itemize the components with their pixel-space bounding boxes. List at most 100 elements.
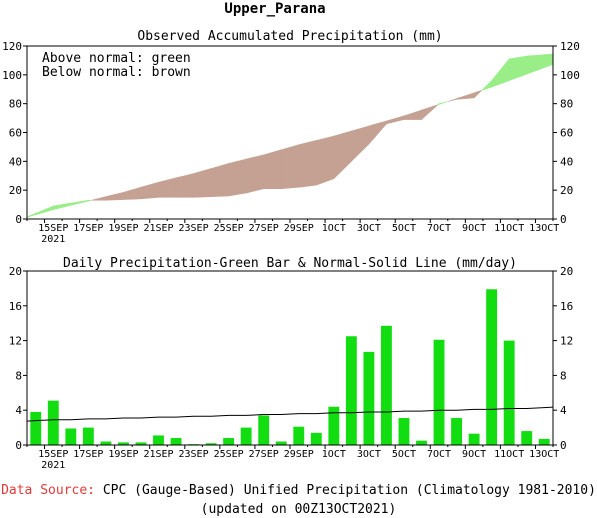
daily-precip-bar <box>363 351 375 445</box>
x-tick-label: 9OCT <box>462 223 486 234</box>
below-normal-area <box>456 92 475 100</box>
x-tick-label: 29SEP <box>284 449 314 460</box>
x-tick-label: 25SEP <box>214 449 244 460</box>
y-tick-label-left: 4 <box>15 404 22 417</box>
y-tick-label-right: 12 <box>560 335 573 348</box>
y-tick-label-right: 20 <box>560 265 573 278</box>
top-y-axis: 0 0 20 20 40 40 60 60 80 80 100 100 120 120 <box>2 40 580 226</box>
x-tick-label: 9OCT <box>462 449 486 460</box>
below-normal-area <box>158 177 177 198</box>
legend-below: Below normal: brown <box>42 65 191 80</box>
x-year-label: 2021 <box>41 460 65 471</box>
x-tick-label: 5OCT <box>392 449 416 460</box>
above-normal-area <box>26 212 37 218</box>
y-tick-label-left: 100 <box>2 69 22 82</box>
daily-precip-bar <box>521 431 533 445</box>
y-tick-label-left: 8 <box>15 369 22 382</box>
below-normal-area <box>140 181 159 200</box>
daily-precip-bar <box>328 406 340 445</box>
above-normal-area <box>481 79 492 91</box>
y-tick-label-left: 40 <box>9 155 22 168</box>
data-source-label: Data Source: <box>1 483 95 498</box>
y-tick-label-left: 20 <box>9 184 22 197</box>
y-tick-label-right: 20 <box>560 184 573 197</box>
below-normal-area <box>421 104 438 121</box>
bottom-y-axis: 0 0 4 4 8 8 12 12 16 16 20 20 <box>9 265 574 452</box>
x-tick-label: 3OCT <box>357 223 381 234</box>
x-tick-label: 27SEP <box>249 449 279 460</box>
below-normal-area <box>447 98 457 102</box>
below-normal-area <box>105 191 124 201</box>
y-tick-label-right: 16 <box>560 300 573 313</box>
x-tick-label: 15SEP <box>38 223 68 234</box>
x-tick-label: 25SEP <box>214 223 244 234</box>
below-normal-area <box>333 130 352 180</box>
y-tick-label-left: 0 <box>15 439 22 452</box>
y-tick-label-left: 0 <box>15 213 22 226</box>
above-normal-area <box>52 202 72 211</box>
x-tick-label: 19SEP <box>108 449 138 460</box>
daily-precip-bar <box>451 418 463 445</box>
below-normal-area <box>473 90 482 99</box>
below-normal-area <box>210 163 229 197</box>
normal-line <box>26 406 554 422</box>
bottom-x-axis: 15SEP 17SEP 19SEP 21SEP 23SEP 25SEP 27SEP 29SEP… <box>26 445 559 471</box>
above-normal-area <box>543 53 554 69</box>
daily-precip-bar <box>30 411 42 445</box>
page-title: Upper_Parana <box>224 1 325 17</box>
x-tick-label: 29SEP <box>284 223 314 234</box>
daily-precip-bar <box>345 336 357 445</box>
daily-precip-bar <box>223 438 235 445</box>
y-tick-label-right: 60 <box>560 127 573 140</box>
x-tick-label: 11OCT <box>494 449 524 460</box>
daily-precip-bar <box>275 441 287 445</box>
below-normal-area <box>315 135 335 186</box>
daily-precip-bar <box>135 442 147 445</box>
daily-precip-bar <box>65 428 77 445</box>
daily-precip-bar <box>503 340 515 445</box>
x-tick-label: 11OCT <box>494 223 524 234</box>
x-tick-label: 17SEP <box>73 449 103 460</box>
daily-precip-bar <box>170 438 182 445</box>
daily-precip-bar <box>468 433 480 445</box>
top-chart: 0 0 20 20 40 40 60 60 80 80 100 100 120 120 15SEP 17SE… <box>2 40 580 245</box>
top-chart-title: Observed Accumulated Precipitation (mm) <box>137 29 442 44</box>
y-tick-label-right: 120 <box>560 40 580 53</box>
x-tick-label: 23SEP <box>179 449 209 460</box>
x-tick-label: 23SEP <box>179 223 209 234</box>
x-tick-label: 7OCT <box>427 223 451 234</box>
x-tick-label: 13OCT <box>529 223 559 234</box>
above-normal-area <box>88 199 92 202</box>
x-tick-label: 21SEP <box>143 449 173 460</box>
x-tick-label: 13OCT <box>529 449 559 460</box>
daily-precip-bar <box>380 325 392 445</box>
y-tick-label-right: 100 <box>560 69 580 82</box>
x-tick-label: 7OCT <box>427 449 451 460</box>
x-tick-label: 1OCT <box>322 449 346 460</box>
below-normal-area <box>91 196 107 201</box>
data-source-text: CPC (Gauge-Based) Unified Precipitation … <box>95 483 596 498</box>
above-normal-area <box>491 58 510 88</box>
y-tick-label-right: 4 <box>560 404 567 417</box>
daily-precip-bar <box>47 400 59 445</box>
x-tick-label: 19SEP <box>108 223 138 234</box>
daily-precip-bar <box>310 432 322 445</box>
below-normal-area <box>280 144 300 190</box>
above-normal-area <box>35 205 54 216</box>
below-normal-area <box>193 168 212 198</box>
x-tick-label: 5OCT <box>392 223 416 234</box>
daily-precip-bar <box>205 443 217 445</box>
data-source-line: Data Source: CPC (Gauge-Based) Unified P… <box>0 483 597 498</box>
below-normal-area <box>123 186 142 200</box>
y-tick-label-left: 60 <box>9 127 22 140</box>
below-normal-area <box>368 120 387 145</box>
below-normal-area <box>228 158 247 197</box>
above-normal-area <box>508 55 528 82</box>
legend-above: Above normal: green <box>42 51 191 66</box>
below-normal-area <box>175 173 194 198</box>
y-tick-label-right: 0 <box>560 439 567 452</box>
daily-precip-bar <box>293 426 305 445</box>
above-normal-area <box>526 54 545 75</box>
daily-precip-bar <box>117 442 129 445</box>
updated-line: (updated on 00Z13OCT2021) <box>200 502 397 517</box>
